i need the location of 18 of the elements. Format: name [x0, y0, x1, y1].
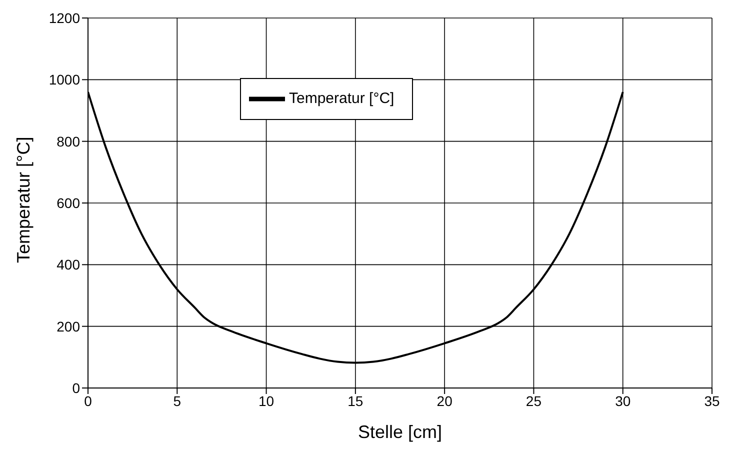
- y-tick-label: 800: [56, 133, 80, 150]
- y-tick-label: 1200: [48, 10, 80, 26]
- y-tick-label: 0: [72, 380, 80, 396]
- x-axis-title: Stelle [cm]: [358, 422, 442, 442]
- x-tick-label: 20: [436, 392, 453, 409]
- y-tick-label: 600: [56, 194, 80, 211]
- y-tick-label: 200: [56, 318, 80, 334]
- x-tick-label: 30: [615, 392, 631, 409]
- x-tick-label: 35: [704, 392, 720, 409]
- x-tick-label: 10: [258, 392, 274, 409]
- y-tick-label: 400: [56, 256, 80, 273]
- x-tick-label: 0: [84, 392, 92, 409]
- y-tick-label: 1000: [48, 72, 80, 88]
- y-axis-title: Temperatur [°C]: [13, 136, 34, 263]
- x-tick-label: 15: [348, 392, 364, 409]
- legend-label: Temperatur [°C]: [289, 90, 394, 107]
- x-tick-label: 5: [173, 392, 182, 409]
- x-tick-label: 25: [526, 392, 542, 409]
